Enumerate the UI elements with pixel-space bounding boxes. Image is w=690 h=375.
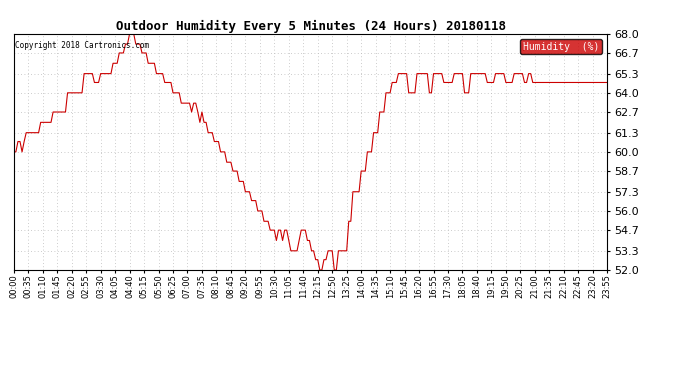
Title: Outdoor Humidity Every 5 Minutes (24 Hours) 20180118: Outdoor Humidity Every 5 Minutes (24 Hou…: [115, 20, 506, 33]
Legend: Humidity  (%): Humidity (%): [520, 39, 602, 54]
Text: Copyright 2018 Cartronics.com: Copyright 2018 Cartronics.com: [15, 41, 149, 50]
